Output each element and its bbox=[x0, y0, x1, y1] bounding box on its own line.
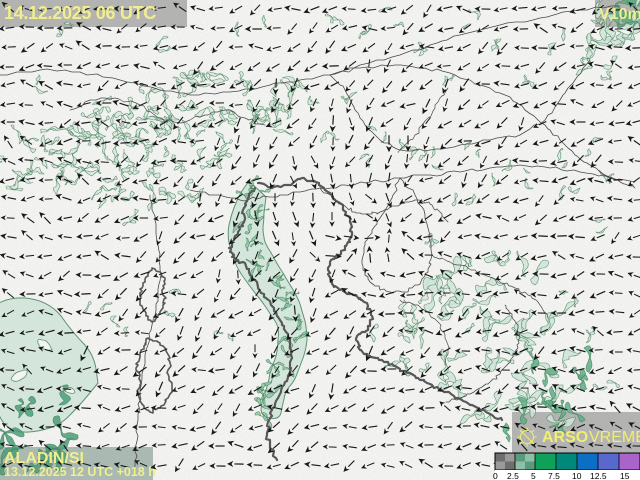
svg-text:0: 0 bbox=[493, 471, 498, 480]
svg-text:5: 5 bbox=[531, 471, 536, 480]
svg-text:2.5: 2.5 bbox=[507, 471, 519, 480]
svg-text:10: 10 bbox=[572, 471, 582, 480]
svg-text:13.12.2025 12 UTC +018 h: 13.12.2025 12 UTC +018 h bbox=[4, 465, 156, 479]
svg-text:VREME: VREME bbox=[589, 429, 640, 446]
svg-text:ARSO: ARSO bbox=[542, 429, 588, 446]
svg-text:5: 5 bbox=[250, 184, 255, 194]
svg-text:15: 15 bbox=[620, 471, 630, 480]
svg-text:12.5: 12.5 bbox=[590, 471, 607, 480]
svg-text:7.5: 7.5 bbox=[548, 471, 560, 480]
svg-text:V10m: V10m bbox=[599, 6, 640, 23]
svg-text:14.12.2025 06 UTC: 14.12.2025 06 UTC bbox=[4, 3, 156, 23]
